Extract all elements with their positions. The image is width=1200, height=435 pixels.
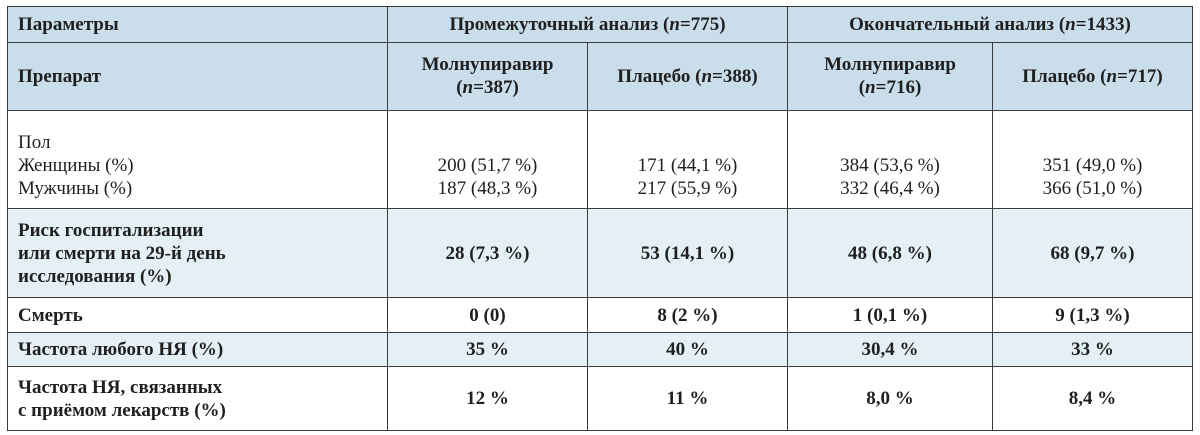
col-placebo-interim: Плацебо (n=388) — [587, 41, 788, 111]
ae-drug-label: Частота НЯ, связанных с приёмом лекарств… — [7, 366, 388, 431]
death-cell: 9 (1,3 %) — [992, 297, 1193, 333]
final-analysis-header: Окончательный анализ (n=1433) — [787, 6, 1193, 43]
table-row-risk: Риск госпитализации или смерти на 29-й д… — [7, 207, 1193, 299]
col-placebo-final: Плацебо (n=717) — [992, 41, 1193, 111]
sex-cell: 384 (53,6 %) 332 (46,4 %) — [787, 109, 993, 209]
risk-cell: 48 (6,8 %) — [787, 207, 993, 299]
death-cell: 0 (0) — [387, 297, 588, 333]
header-row-1: Параметры Промежуточный анализ (n=775) О… — [7, 6, 1193, 43]
ae-any-label: Частота любого НЯ (%) — [7, 331, 388, 368]
risk-cell: 28 (7,3 %) — [387, 207, 588, 299]
header-row-2: Препарат Молнупиравир (n=387) Плацебо (n… — [7, 41, 1193, 111]
risk-cell: 53 (14,1 %) — [587, 207, 788, 299]
sex-label: Пол Женщины (%) Мужчины (%) — [7, 109, 388, 209]
ae-drug-cell: 8,4 % — [992, 366, 1193, 431]
ae-any-cell: 30,4 % — [787, 331, 993, 368]
risk-cell: 68 (9,7 %) — [992, 207, 1193, 299]
col-molnupiravir-final: Молнупиравир (n=716) — [787, 41, 993, 111]
ae-drug-cell: 12 % — [387, 366, 588, 431]
death-cell: 1 (0,1 %) — [787, 297, 993, 333]
results-table: Параметры Промежуточный анализ (n=775) О… — [7, 6, 1193, 431]
table-row-death: Смерть 0 (0) 8 (2 %) 1 (0,1 %) 9 (1,3 %) — [7, 297, 1193, 333]
table-row-ae-any: Частота любого НЯ (%) 35 % 40 % 30,4 % 3… — [7, 331, 1193, 368]
death-label: Смерть — [7, 297, 388, 333]
params-header: Параметры — [7, 6, 388, 43]
ae-any-cell: 33 % — [992, 331, 1193, 368]
drug-header: Препарат — [7, 41, 388, 111]
ae-drug-cell: 11 % — [587, 366, 788, 431]
sex-cell: 200 (51,7 %) 187 (48,3 %) — [387, 109, 588, 209]
ae-drug-cell: 8,0 % — [787, 366, 993, 431]
col-molnupiravir-interim: Молнупиравир (n=387) — [387, 41, 588, 111]
sex-cell: 171 (44,1 %) 217 (55,9 %) — [587, 109, 788, 209]
risk-label: Риск госпитализации или смерти на 29-й д… — [7, 207, 388, 299]
table-row-sex: Пол Женщины (%) Мужчины (%) 200 (51,7 %)… — [7, 109, 1193, 209]
sex-cell: 351 (49,0 %) 366 (51,0 %) — [992, 109, 1193, 209]
ae-any-cell: 35 % — [387, 331, 588, 368]
ae-any-cell: 40 % — [587, 331, 788, 368]
death-cell: 8 (2 %) — [587, 297, 788, 333]
table-row-ae-drug: Частота НЯ, связанных с приёмом лекарств… — [7, 366, 1193, 431]
interim-analysis-header: Промежуточный анализ (n=775) — [387, 6, 788, 43]
